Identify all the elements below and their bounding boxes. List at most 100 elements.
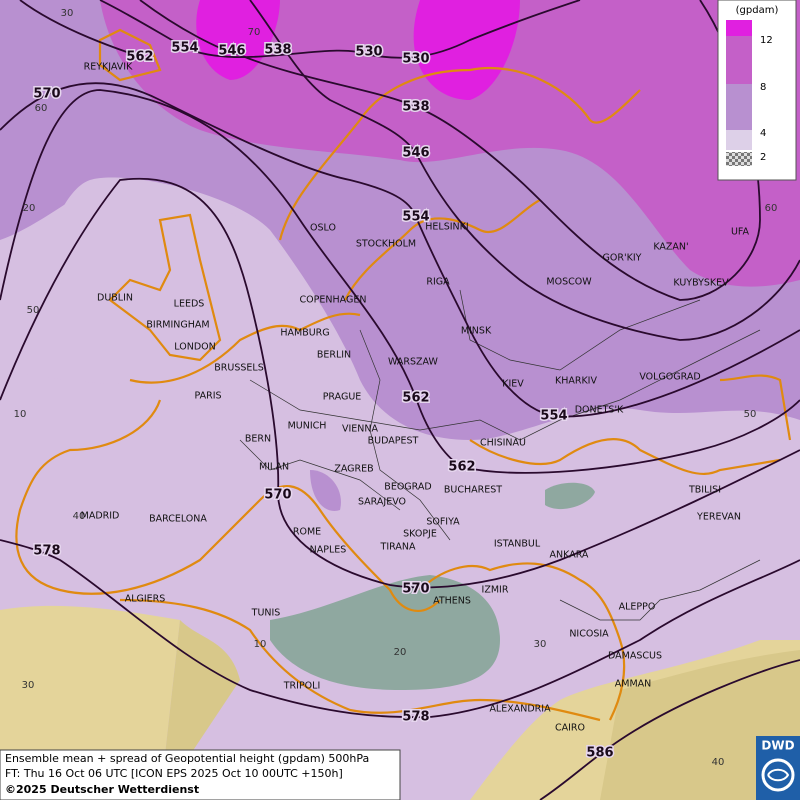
city-label: MILAN (259, 462, 289, 473)
legend-swatch (726, 84, 752, 130)
city-label: HAMBURG (280, 328, 329, 339)
contour-label: 586 (586, 746, 613, 761)
grid-label: 30 (61, 8, 74, 19)
city-label: NICOSIA (569, 629, 609, 640)
footer-line: ©2025 Deutscher Wetterdienst (5, 783, 199, 796)
legend-swatch (726, 130, 752, 150)
footer: Ensemble mean + spread of Geopotential h… (0, 749, 401, 801)
grid-label: 20 (394, 647, 407, 658)
logo-icon (761, 758, 795, 792)
grid-label: 40 (73, 511, 86, 522)
city-label: ANKARA (550, 550, 589, 561)
city-label: VIENNA (342, 424, 379, 435)
contour-label: 530 (355, 45, 382, 60)
contour-label: 570 (33, 87, 60, 102)
city-label: WARSZAW (388, 357, 438, 368)
city-label: KIEV (502, 379, 524, 390)
city-label: COPENHAGEN (300, 295, 367, 306)
legend-label: 4 (760, 128, 766, 139)
grid-label: 10 (254, 639, 267, 650)
city-label: KUYBYSKEV (673, 278, 729, 289)
city-label: SKOPJE (403, 529, 437, 540)
city-label: BARCELONA (149, 514, 207, 525)
contour-label: 562 (126, 50, 153, 65)
grid-label: 40 (712, 757, 725, 768)
city-label: VOLGOGRAD (639, 372, 700, 383)
city-label: AMMAN (615, 679, 652, 690)
city-label: MADRID (81, 511, 120, 522)
city-label: HELSINKI (425, 222, 468, 233)
contour-label: 546 (218, 44, 245, 59)
legend-label: 12 (760, 35, 773, 46)
legend: (gpdam) 12 8 4 2 (717, 0, 797, 181)
logo-text: DWD (761, 739, 794, 753)
city-label: BUCHAREST (444, 485, 502, 496)
contour-label: 530 (402, 52, 429, 67)
city-label: PRAGUE (323, 392, 362, 403)
logo-icon (767, 768, 790, 782)
legend-label: 2 (760, 152, 766, 163)
city-label: MUNICH (288, 421, 327, 432)
contour-label: 554 (402, 210, 429, 225)
city-label: MINSK (461, 326, 492, 337)
city-label: ZAGREB (334, 464, 373, 475)
city-label: BUDAPEST (368, 436, 419, 447)
city-label: BEOGRAD (384, 482, 431, 493)
grid-label: 50 (744, 409, 757, 420)
legend-swatch (726, 152, 752, 166)
city-label: IZMIR (482, 585, 509, 596)
city-label: ALEXANDRIA (489, 704, 551, 715)
city-label: REYKJAVIK (84, 62, 133, 73)
city-label: UFA (731, 227, 750, 238)
grid-label: 30 (534, 639, 547, 650)
city-label: MOSCOW (546, 277, 592, 288)
legend-title: (gpdam) (736, 5, 779, 16)
grid-label: 30 (22, 680, 35, 691)
city-label: GOR'KIY (603, 253, 642, 264)
city-label: CHISINAU (480, 438, 526, 449)
footer-box (0, 749, 401, 801)
city-label: PARIS (194, 391, 221, 402)
city-label: TBILISI (688, 485, 721, 496)
legend-swatch (726, 20, 752, 36)
city-label: ROME (293, 527, 321, 538)
contour-label: 546 (402, 146, 429, 161)
contour-label: 570 (402, 582, 429, 597)
grid-label: 70 (248, 27, 261, 38)
borders (239, 289, 761, 621)
city-label: ALEPPO (619, 602, 656, 613)
footer-line: FT: Thu 16 Oct 06 UTC [ICON EPS 2025 Oct… (5, 767, 343, 780)
city-label: DAMASCUS (608, 651, 662, 662)
contour-label: 538 (402, 100, 429, 115)
contour-label: 578 (402, 710, 429, 725)
contour-label: 562 (402, 391, 429, 406)
city-label: DUBLIN (97, 293, 133, 304)
city-label: YEREVAN (696, 512, 741, 523)
city-label: BERN (245, 434, 271, 445)
city-label: OSLO (310, 223, 336, 234)
grid-label: 60 (35, 103, 48, 114)
city-label: BERLIN (317, 350, 351, 361)
footer-line: Ensemble mean + spread of Geopotential h… (5, 752, 369, 765)
contour-label: 554 (540, 409, 567, 424)
city-label: STOCKHOLM (356, 239, 416, 250)
contour-label: 562 (448, 460, 475, 475)
grid-label: 50 (27, 305, 40, 316)
city-label: LONDON (174, 342, 215, 353)
labels: 30 70 60 20 50 10 40 30 60 50 40 10 20 30 REYKJAVIK OSL… (14, 8, 778, 768)
city-label: BIRMINGHAM (146, 320, 209, 331)
city-label: KAZAN' (653, 242, 688, 253)
city-label: LEEDS (174, 299, 205, 310)
city-label: NAPLES (310, 545, 347, 556)
contour-label: 554 (171, 41, 198, 56)
city-label: ISTANBUL (494, 539, 541, 550)
city-label: TRIPOLI (283, 681, 321, 692)
grid-label: 10 (14, 409, 27, 420)
city-label: ALGIERS (125, 594, 166, 605)
city-label: SOFIYA (426, 517, 460, 528)
contour-label: 570 (264, 488, 291, 503)
city-label: RIGA (426, 277, 450, 288)
